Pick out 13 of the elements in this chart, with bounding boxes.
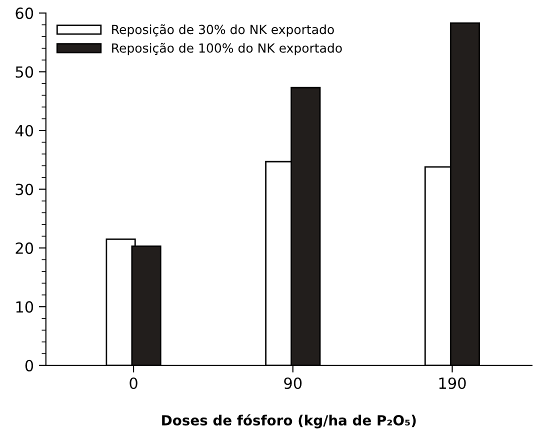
x-tick-label: 190 (439, 377, 466, 390)
y-tick-label: 0 (25, 360, 34, 372)
x-tick-label: 90 (284, 377, 302, 390)
legend-label: Reposição de 100% do NK exportado (112, 42, 342, 56)
legend-label: Reposição de 30% do NK exportado (112, 24, 334, 37)
y-tick-label: 50 (16, 66, 34, 78)
y-tick-label: 60 (16, 8, 34, 20)
x-axis-title: Doses de fósforo (kg/ha de P₂O₅) (162, 414, 416, 428)
y-tick-label: 10 (16, 301, 34, 313)
x-tick-label: 0 (130, 377, 138, 390)
y-tick-label: 20 (16, 242, 34, 254)
y-tick-label: 30 (16, 184, 34, 196)
y-tick-label: 40 (15, 124, 34, 137)
